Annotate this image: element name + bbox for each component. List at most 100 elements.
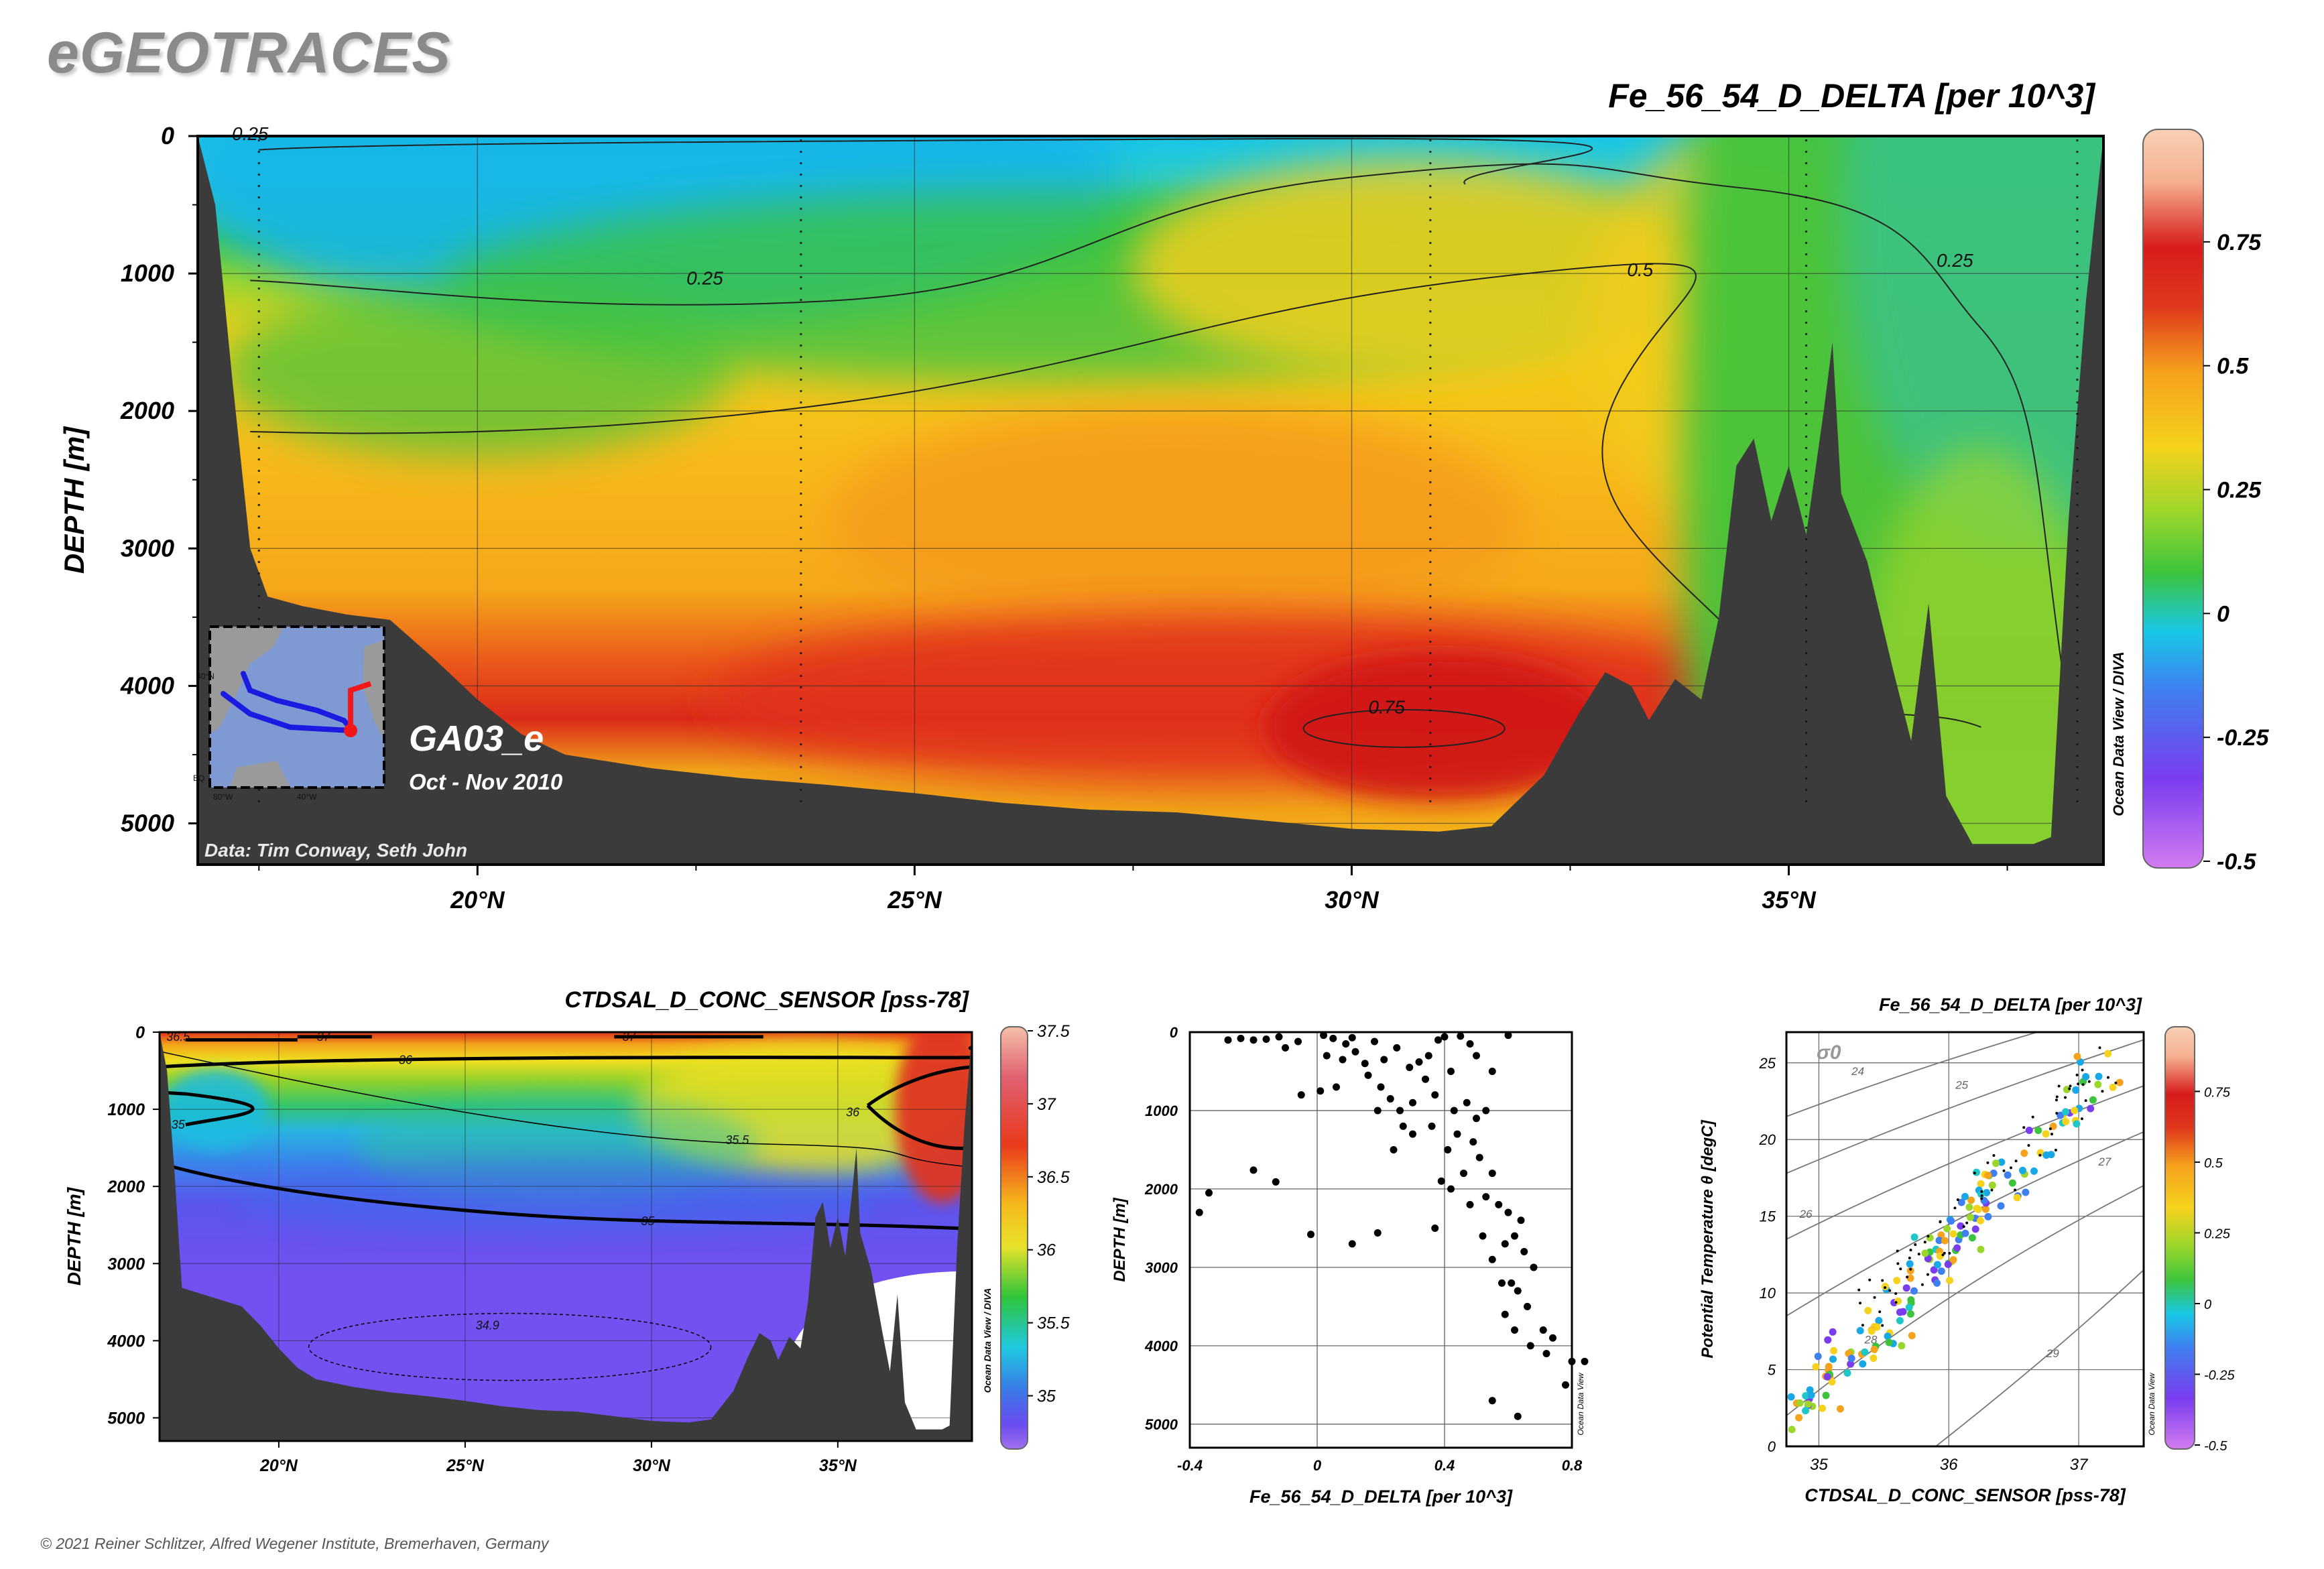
ts-sample-dot <box>2106 1076 2109 1079</box>
ts-point <box>1796 1399 1804 1407</box>
salinity-title: CTDSAL_D_CONC_SENSOR [pss-78] <box>564 987 969 1013</box>
ts-point <box>1812 1363 1820 1371</box>
profile-point <box>1508 1279 1516 1287</box>
profile-point <box>1373 1107 1382 1115</box>
colorbar-tick-label: -0.5 <box>2204 1439 2227 1454</box>
ts-point <box>2073 1052 2081 1060</box>
profile-point <box>1498 1279 1506 1287</box>
contour-label: 36 <box>399 1053 413 1066</box>
ts-point <box>1907 1296 1915 1304</box>
ts-sample-dot <box>1941 1253 1945 1257</box>
profile-point <box>1424 1052 1432 1060</box>
ts-sample-dot <box>2057 1084 2061 1088</box>
isopycnals <box>1786 1032 2144 1446</box>
profile-point <box>1224 1036 1232 1044</box>
ts-point <box>1861 1348 1869 1356</box>
profile-background <box>1190 1032 1572 1448</box>
ts-point <box>1966 1213 1974 1221</box>
ts-sample-dot <box>2055 1095 2059 1099</box>
x-tick-label: 25°N <box>446 1456 485 1475</box>
profile-xlabel: Fe_56_54_D_DELTA [per 10^3] <box>1249 1487 1513 1507</box>
contour-label: 35.5 <box>725 1133 749 1147</box>
ts-point <box>1988 1181 1996 1189</box>
profile-point <box>1514 1287 1522 1295</box>
inset-track-central <box>221 691 353 733</box>
profile-point <box>1447 1067 1455 1075</box>
profile-point <box>1488 1255 1496 1263</box>
ts-sample-dot <box>1917 1253 1920 1256</box>
profile-point <box>1501 1240 1509 1248</box>
contour-label: 0.25 <box>232 123 269 144</box>
ts-point <box>1905 1304 1913 1312</box>
profile-point <box>1373 1229 1382 1237</box>
ts-sample-dot <box>1939 1220 1942 1223</box>
ts-point <box>1921 1249 1929 1257</box>
ts-point <box>1795 1414 1803 1422</box>
ts-point <box>2063 1086 2071 1094</box>
ts-point <box>1944 1260 1952 1268</box>
x-tick-label: 20°N <box>259 1456 298 1475</box>
isopycnal-line <box>1786 1032 2040 1117</box>
y-tick-label: 20 <box>1759 1131 1776 1148</box>
ts-point <box>1953 1244 1961 1252</box>
contour-349 <box>308 1312 712 1381</box>
ts-point <box>1824 1336 1832 1344</box>
profile-point <box>1409 1099 1416 1107</box>
profile-point <box>1422 1075 1429 1083</box>
ts-point <box>1807 1391 1815 1399</box>
ts-sample-dot <box>1980 1194 1983 1198</box>
y-tick-label: 2000 <box>1144 1181 1178 1198</box>
y-tick-label: 5 <box>1768 1362 1776 1379</box>
ts-point <box>2042 1130 2050 1138</box>
ts-sample-dot <box>1881 1324 1884 1327</box>
ts-point <box>2047 1151 2055 1159</box>
ts-sample-dot <box>1953 1206 1957 1210</box>
ts-point <box>1859 1360 1867 1368</box>
ts-point <box>1856 1326 1864 1334</box>
contour-label: 0.5 <box>1627 259 1653 280</box>
isopycnal-label: 25 <box>1955 1079 1968 1092</box>
ts-point <box>1971 1225 1979 1233</box>
profile-point <box>1399 1122 1407 1130</box>
profile-point <box>1568 1357 1576 1365</box>
inset-map: 40°N 80°W 40°W EQ <box>193 625 385 802</box>
ts-sample-dot <box>2064 1096 2067 1099</box>
ts-point <box>2036 1149 2044 1157</box>
profile-point <box>1504 1208 1512 1216</box>
x-tick-label: 35°N <box>1762 886 1816 914</box>
ts-point <box>1941 1237 1949 1245</box>
contour-025 <box>250 163 2069 714</box>
x-tick-label: 0.4 <box>1434 1457 1455 1474</box>
ts-point <box>1961 1192 1969 1200</box>
x-tick-label: 30°N <box>1325 886 1379 914</box>
ts-point <box>1870 1345 1878 1353</box>
ts-sample-dot <box>2080 1117 2083 1121</box>
profile-point <box>1342 1040 1350 1048</box>
ts-point <box>1843 1369 1851 1377</box>
ts-sample-dot <box>2002 1169 2006 1172</box>
salinity-watermark: Ocean Data View / DIVA <box>982 1288 993 1393</box>
profile-point <box>1434 1036 1442 1044</box>
ts-point <box>1802 1392 1810 1400</box>
profile-point <box>1488 1170 1496 1178</box>
inset-land-africa <box>363 640 384 741</box>
contour-label: 36.5 <box>166 1030 190 1044</box>
inset-label-lon-e: 40°W <box>297 792 317 802</box>
orange-core-blob <box>828 407 1526 635</box>
profile-point <box>1460 1170 1467 1178</box>
profile-point <box>1307 1231 1314 1239</box>
inset-track-point <box>344 724 357 737</box>
ts-sample-dot <box>2114 1081 2118 1084</box>
ts-point <box>1819 1404 1827 1412</box>
ts-point <box>1864 1306 1872 1314</box>
ts-sample-dot <box>1973 1172 1976 1175</box>
ts-point <box>1946 1276 1954 1284</box>
ts-point <box>1868 1327 1876 1335</box>
salinity-colorbar <box>1000 1026 1028 1450</box>
ts-sample-dot <box>2055 1111 2059 1115</box>
colorbar-tick-label: 0.25 <box>2217 478 2262 503</box>
profile-point <box>1297 1091 1305 1099</box>
ts-sample-dot <box>2027 1143 2030 1147</box>
ts-sample-dot <box>2084 1099 2087 1103</box>
profile-point <box>1488 1397 1496 1405</box>
